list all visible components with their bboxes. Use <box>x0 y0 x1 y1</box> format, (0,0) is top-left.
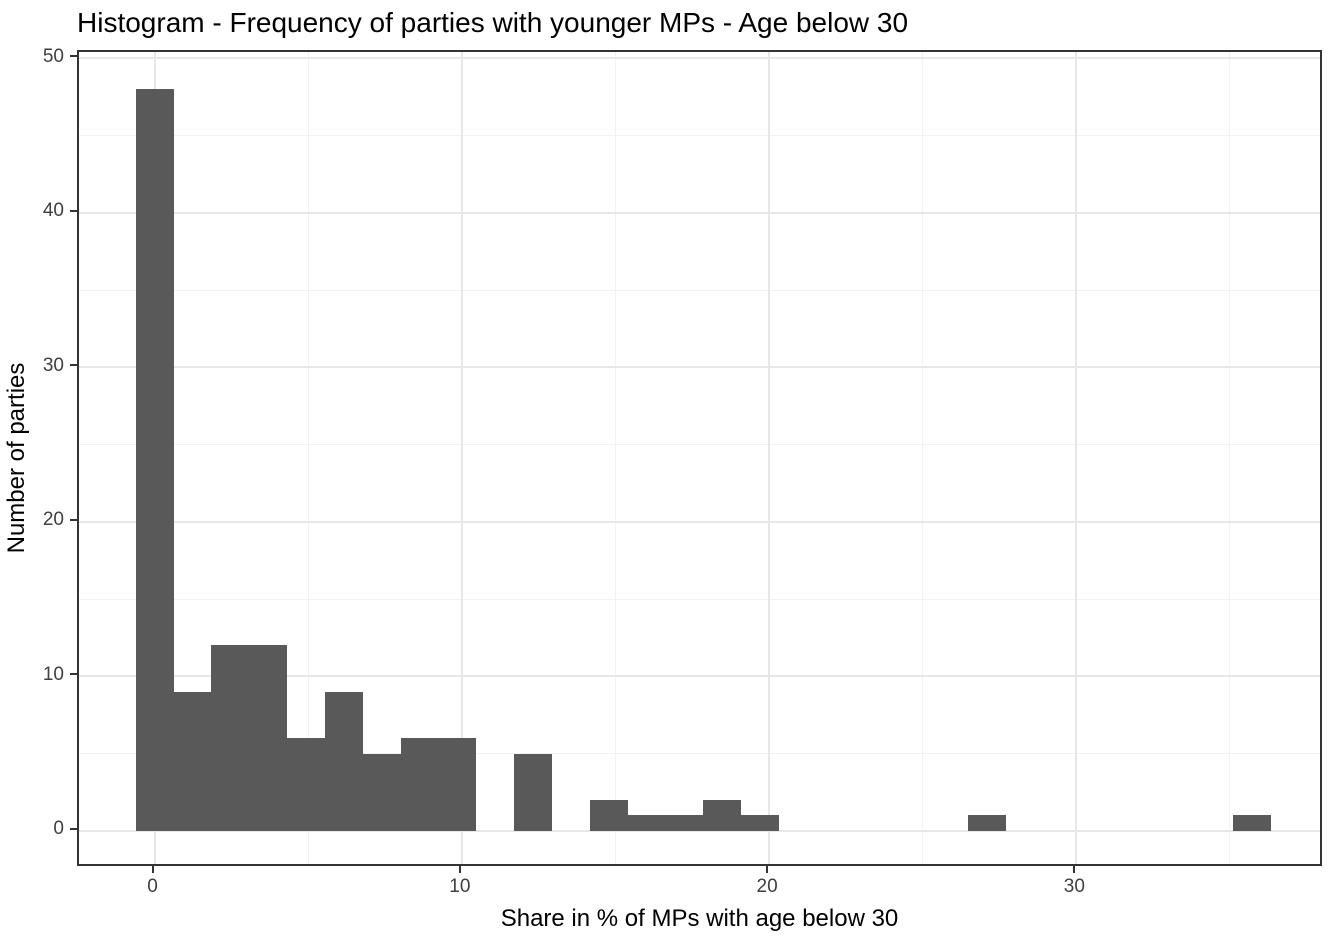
y-tick-mark <box>70 518 77 521</box>
y-major-gridline <box>79 211 1320 214</box>
histogram-bar <box>741 815 780 831</box>
y-tick-mark <box>70 827 77 830</box>
chart-title: Histogram - Frequency of parties with yo… <box>77 7 909 38</box>
histogram-bar <box>665 815 704 831</box>
y-minor-gridline <box>79 444 1320 446</box>
x-minor-gridline <box>614 52 616 864</box>
y-minor-gridline <box>79 598 1320 600</box>
histogram-bar <box>968 815 1007 831</box>
histogram-bar <box>400 738 439 831</box>
y-major-gridline <box>79 675 1320 678</box>
x-tick-label: 0 <box>147 876 158 897</box>
x-minor-gridline <box>307 52 309 864</box>
histogram-bar <box>362 753 401 831</box>
histogram-bar <box>287 738 325 831</box>
x-tick-label: 30 <box>1063 876 1085 897</box>
histogram-bar <box>627 815 666 831</box>
y-minor-gridline <box>79 753 1320 755</box>
x-tick-mark <box>458 866 461 873</box>
histogram-bar <box>211 645 250 831</box>
histogram-bar <box>589 800 628 831</box>
histogram-bar <box>1233 815 1272 831</box>
y-tick-label: 30 <box>42 354 64 376</box>
x-minor-gridline <box>1229 52 1231 864</box>
y-major-gridline <box>79 57 1320 60</box>
y-minor-gridline <box>79 289 1320 291</box>
y-tick-label: 10 <box>42 663 64 685</box>
y-minor-gridline <box>79 134 1320 136</box>
plot-panel <box>77 50 1322 866</box>
x-axis-title: Share in % of MPs with age below 30 <box>500 905 899 932</box>
x-tick-label: 20 <box>756 876 778 897</box>
y-tick-label: 50 <box>42 45 64 67</box>
histogram-bar <box>514 753 553 831</box>
x-tick-label: 10 <box>449 876 471 897</box>
y-tick-mark <box>70 673 77 676</box>
y-tick-mark <box>70 209 77 212</box>
y-major-gridline <box>79 829 1320 832</box>
histogram-bar <box>438 738 477 831</box>
x-tick-mark <box>151 866 154 873</box>
x-tick-mark <box>1073 866 1076 873</box>
histogram-bar <box>173 691 212 831</box>
y-tick-label: 0 <box>53 818 64 840</box>
y-tick-label: 20 <box>42 509 64 531</box>
histogram-bar <box>703 800 741 831</box>
histogram-bar <box>249 645 287 831</box>
y-tick-label: 40 <box>42 200 64 222</box>
y-major-gridline <box>79 366 1320 369</box>
y-major-gridline <box>79 520 1320 523</box>
x-major-gridline <box>1075 52 1078 864</box>
y-tick-mark <box>70 55 77 58</box>
x-major-gridline <box>460 52 463 864</box>
x-tick-mark <box>766 866 769 873</box>
histogram-bar <box>135 89 174 831</box>
histogram-bar <box>324 691 363 831</box>
x-minor-gridline <box>922 52 924 864</box>
x-major-gridline <box>768 52 771 864</box>
y-tick-mark <box>70 364 77 367</box>
